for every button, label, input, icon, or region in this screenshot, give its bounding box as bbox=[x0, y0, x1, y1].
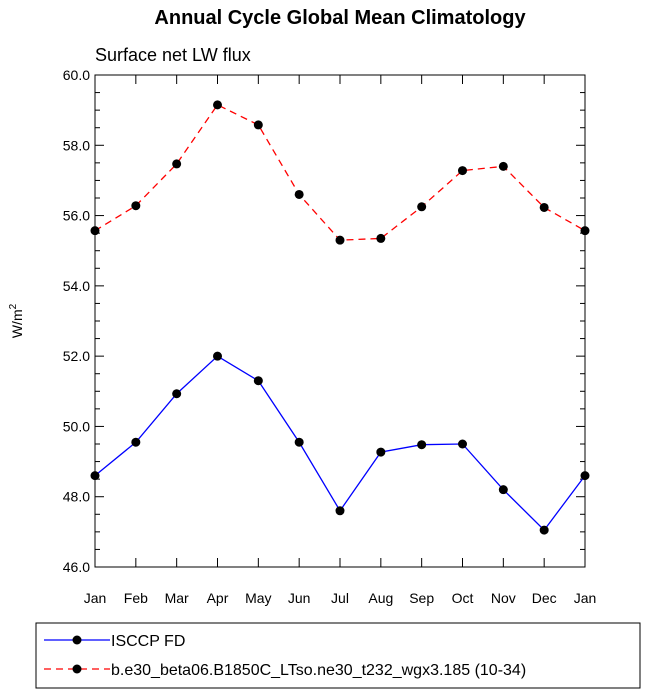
legend-box bbox=[35, 622, 641, 689]
axis-ticks bbox=[94, 74, 586, 568]
x-tick-label: Oct bbox=[452, 590, 474, 606]
series-1-point bbox=[580, 226, 590, 236]
series-1-point bbox=[172, 159, 182, 169]
series-0-point bbox=[294, 437, 304, 447]
x-tick-label: Sep bbox=[409, 590, 434, 606]
chart-subtitle: Surface net LW flux bbox=[95, 45, 251, 65]
chart-title: Annual Cycle Global Mean Climatology bbox=[154, 7, 526, 29]
series-1-point bbox=[294, 189, 304, 199]
x-tick-label: Dec bbox=[532, 590, 557, 606]
x-tick-label: Jan bbox=[574, 590, 597, 606]
series-1-point bbox=[498, 161, 508, 171]
series-0-point bbox=[213, 351, 222, 361]
series-1-point bbox=[376, 233, 386, 243]
legend-marker-model-run bbox=[72, 664, 82, 674]
y-tick-label: 48.0 bbox=[63, 489, 90, 505]
series-1-point bbox=[131, 201, 141, 211]
series-layer bbox=[90, 100, 590, 535]
y-tick-label: 54.0 bbox=[63, 278, 90, 294]
x-tick-label: Feb bbox=[124, 590, 148, 606]
series-0-point bbox=[131, 437, 141, 447]
y-axis-label: W/m2 bbox=[8, 303, 25, 338]
series-0-point bbox=[90, 471, 100, 481]
series-0-point bbox=[376, 447, 386, 457]
legend-entry-model-run: b.e30_beta06.B1850C_LTso.ne30_t232_wgx3.… bbox=[44, 662, 526, 679]
series-1-point bbox=[90, 226, 100, 236]
series-line-0 bbox=[94, 355, 586, 532]
y-axis-label-superscript: 2 bbox=[8, 303, 19, 309]
legend-label-isccp-fd: ISCCP FD bbox=[111, 633, 185, 650]
y-tick-label: 60.0 bbox=[63, 67, 90, 83]
x-tick-label: Apr bbox=[207, 590, 229, 606]
y-tick-label: 50.0 bbox=[63, 418, 90, 434]
series-0-point bbox=[417, 440, 427, 450]
series-0-point bbox=[539, 525, 549, 535]
series-0-point bbox=[253, 376, 263, 386]
legend-entry-isccp-fd: ISCCP FD bbox=[44, 633, 185, 650]
y-tick-label: 58.0 bbox=[63, 137, 90, 153]
series-1-point bbox=[335, 235, 345, 245]
x-tick-label: Jan bbox=[84, 590, 107, 606]
y-tick-label: 56.0 bbox=[63, 208, 90, 224]
x-tick-label: Nov bbox=[491, 590, 516, 606]
series-0-point bbox=[335, 506, 345, 516]
y-tick-label: 52.0 bbox=[63, 348, 90, 364]
x-tick-label: Jul bbox=[331, 590, 349, 606]
x-tick-labels: Jan Feb Mar Apr May Jun Jul Aug Sep Oct Nov Dec Jan bbox=[84, 590, 597, 606]
x-tick-label: Aug bbox=[368, 590, 393, 606]
legend-label-model-run: b.e30_beta06.B1850C_LTso.ne30_t232_wgx3.… bbox=[111, 662, 526, 679]
series-1-point bbox=[253, 120, 263, 130]
x-tick-label: Jun bbox=[288, 590, 311, 606]
series-1-point bbox=[539, 202, 549, 212]
x-tick-label: Mar bbox=[165, 590, 189, 606]
series-1-point bbox=[213, 100, 222, 110]
x-tick-label: May bbox=[245, 590, 271, 606]
series-line-1 bbox=[94, 104, 586, 241]
series-1-point bbox=[417, 202, 427, 212]
y-tick-label: 46.0 bbox=[63, 559, 90, 575]
series-0-point bbox=[458, 439, 467, 449]
series-1-point bbox=[458, 166, 467, 176]
series-0-point bbox=[498, 485, 508, 495]
series-0-point bbox=[580, 471, 590, 481]
legend-marker-isccp-fd bbox=[72, 635, 82, 645]
y-axis-label-unit: W/m bbox=[9, 309, 25, 338]
plot-frame bbox=[94, 74, 586, 568]
series-0-point bbox=[172, 389, 182, 399]
y-tick-labels: 46.0 48.0 50.0 52.0 54.0 56.0 58.0 60.0 bbox=[63, 67, 90, 575]
